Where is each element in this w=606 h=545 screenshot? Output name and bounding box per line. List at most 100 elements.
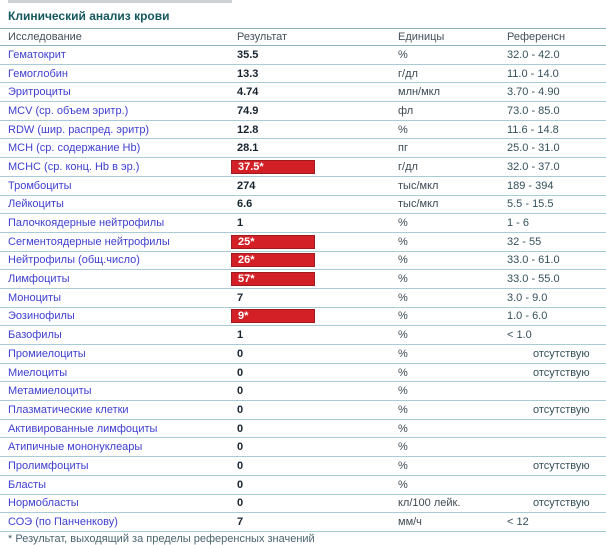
result-value: 0 xyxy=(237,459,244,472)
units-value: млн/мкл xyxy=(398,86,441,99)
units-value: г/дл xyxy=(398,67,418,80)
test-name-link[interactable]: Нейтрофилы (общ.число) xyxy=(8,254,140,267)
test-name-link[interactable]: Миелоциты xyxy=(8,366,68,379)
test-name-link[interactable]: Тромбоциты xyxy=(8,179,72,192)
reference-range: < 12 xyxy=(507,516,529,529)
reference-range: отсутствую xyxy=(533,497,590,510)
test-name-link[interactable]: MCV (ср. объем эритр.) xyxy=(8,104,129,117)
units-value: г/дл xyxy=(398,160,418,173)
table-body: Гематокрит 35.5 % 32.0 - 42.0 Гемоглобин… xyxy=(0,46,606,532)
result-value: 13.3 xyxy=(237,67,259,80)
table-row: Базофилы 1 % < 1.0 xyxy=(0,326,606,345)
table-row: Лимфоциты 57* % 33.0 - 55.0 xyxy=(0,270,606,289)
table-row: Эритроциты 4.74 млн/мкл 3.70 - 4.90 xyxy=(0,83,606,103)
test-name-link[interactable]: Эритроциты xyxy=(8,86,71,99)
table-row: Палочкоядерные нейтрофилы 1 % 1 - 6 xyxy=(0,214,606,233)
reference-range: 73.0 - 85.0 xyxy=(507,104,560,117)
result-value: 35.5 xyxy=(237,48,259,61)
result-value: 4.74 xyxy=(237,86,259,99)
result-value: 25* xyxy=(231,234,398,249)
table-row: RDW (шир. распред. эритр) 12.8 % 11.6 - … xyxy=(0,121,606,140)
units-value: % xyxy=(398,217,408,230)
table-row: Сегментоядерные нейтрофилы 25* % 32 - 55 xyxy=(0,233,606,252)
test-name-link[interactable]: Гемоглобин xyxy=(8,67,68,80)
result-value: 0 xyxy=(237,385,244,398)
units-value: кл/100 лейк. xyxy=(398,497,461,510)
table-row: Лейкоциты 6.6 тыс/мкл 5.5 - 15.5 xyxy=(0,196,606,215)
result-value: 28.1 xyxy=(237,142,259,155)
result-value: 0 xyxy=(237,441,244,454)
result-value: 26* xyxy=(231,253,398,268)
test-name-link[interactable]: RDW (шир. распред. эритр) xyxy=(8,123,150,136)
test-name-link[interactable]: Пролимфоциты xyxy=(8,459,89,472)
reference-range: 189 - 394 xyxy=(507,179,554,192)
test-name-link[interactable]: Моноциты xyxy=(8,291,61,304)
reference-range: 3.0 - 9.0 xyxy=(507,291,548,304)
result-value: 0 xyxy=(237,478,244,491)
units-value: % xyxy=(398,273,408,286)
reference-range: 33.0 - 61.0 xyxy=(507,254,560,267)
test-name-link[interactable]: Промиелоциты xyxy=(8,347,86,360)
table-row: Нормобласты 0 кл/100 лейк. отсутствую xyxy=(0,495,606,514)
reference-range: 32.0 - 42.0 xyxy=(507,48,560,61)
test-name-link[interactable]: Нормобласты xyxy=(8,497,79,510)
test-name-link[interactable]: СОЭ (по Панченкову) xyxy=(8,516,118,529)
reference-range: 33.0 - 55.0 xyxy=(507,273,560,286)
test-name-link[interactable]: Сегментоядерные нейтрофилы xyxy=(8,235,170,248)
test-name-link[interactable]: MCHC (ср. конц. Hb в эр.) xyxy=(8,160,140,173)
table-row: Нейтрофилы (общ.число) 26* % 33.0 - 61.0 xyxy=(0,252,606,271)
table-row: Атипичные мононуклеары 0 % xyxy=(0,438,606,458)
clipped-previous-line-remnant xyxy=(8,0,232,3)
test-name-link[interactable]: MCH (ср. содержание Hb) xyxy=(8,142,141,155)
reference-range: отсутствую xyxy=(533,366,590,379)
units-value: % xyxy=(398,235,408,248)
units-value: мм/ч xyxy=(398,516,422,529)
units-value: % xyxy=(398,347,408,360)
test-name-link[interactable]: Лимфоциты xyxy=(8,273,70,286)
test-name-link[interactable]: Эозинофилы xyxy=(8,310,75,323)
table-row: Плазматические клетки 0 % отсутствую xyxy=(0,401,606,420)
table-row: Пролимфоциты 0 % отсутствую xyxy=(0,457,606,476)
result-value: 0 xyxy=(237,403,244,416)
test-name-link[interactable]: Базофилы xyxy=(8,329,62,342)
units-value: фл xyxy=(398,104,414,117)
table-row: Тромбоциты 274 тыс/мкл 189 - 394 xyxy=(0,177,606,196)
table-row: Эозинофилы 9* % 1.0 - 6.0 xyxy=(0,308,606,327)
test-name-link[interactable]: Лейкоциты xyxy=(8,198,64,211)
test-name-link[interactable]: Атипичные мононуклеары xyxy=(8,441,143,454)
units-value: % xyxy=(398,48,408,61)
test-name-link[interactable]: Бласты xyxy=(8,478,47,491)
reference-range: 5.5 - 15.5 xyxy=(507,198,554,211)
result-value: 0 xyxy=(237,497,244,510)
units-value: % xyxy=(398,366,408,379)
abnormal-result-footnote: * Результат, выходящий за пределы рефере… xyxy=(8,533,315,545)
result-value: 6.6 xyxy=(237,198,253,211)
result-value: 0 xyxy=(237,366,244,379)
reference-range: 25.0 - 31.0 xyxy=(507,142,560,155)
col-header-result: Результат xyxy=(237,31,288,43)
result-value: 274 xyxy=(237,179,256,192)
test-name-link[interactable]: Метамиелоциты xyxy=(8,385,92,398)
result-value: 37.5* xyxy=(231,159,398,174)
units-value: % xyxy=(398,123,408,136)
reference-range: отсутствую xyxy=(533,459,590,472)
test-name-link[interactable]: Плазматические клетки xyxy=(8,403,129,416)
blood-test-table: Исследование Результат Единицы Референсн… xyxy=(0,28,606,532)
result-value: 7 xyxy=(237,291,244,304)
units-value: % xyxy=(398,310,408,323)
table-row: MCHC (ср. конц. Hb в эр.) 37.5* г/дл 32.… xyxy=(0,158,606,177)
table-row: Метамиелоциты 0 % xyxy=(0,382,606,402)
units-value: % xyxy=(398,291,408,304)
reference-range: 1 - 6 xyxy=(507,217,530,230)
test-name-link[interactable]: Гематокрит xyxy=(8,48,66,61)
reference-range: 1.0 - 6.0 xyxy=(507,310,548,323)
reference-range: 11.0 - 14.0 xyxy=(507,67,559,80)
reference-range: 3.70 - 4.90 xyxy=(507,86,560,99)
col-header-test: Исследование xyxy=(8,31,82,43)
units-value: % xyxy=(398,422,408,435)
test-name-link[interactable]: Активированные лимфоциты xyxy=(8,422,158,435)
reference-range: 32.0 - 37.0 xyxy=(507,160,560,173)
result-value: 9* xyxy=(231,309,398,324)
test-name-link[interactable]: Палочкоядерные нейтрофилы xyxy=(8,217,165,230)
